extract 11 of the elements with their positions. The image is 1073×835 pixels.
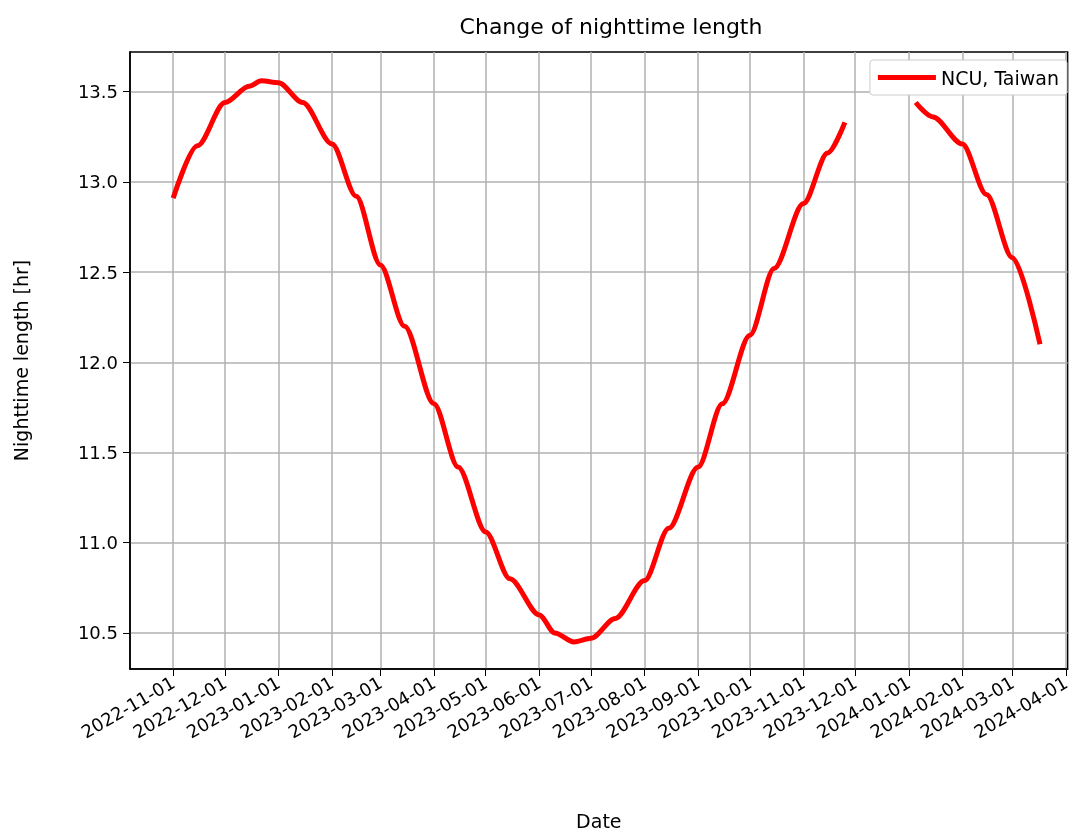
y-tick-label: 12.5 xyxy=(77,261,118,283)
y-axis-title: Nighttime length [hr] xyxy=(9,259,32,462)
y-tick-label: 12.0 xyxy=(77,351,118,373)
y-tick-label: 13.0 xyxy=(77,171,118,193)
y-tick-label: 11.5 xyxy=(77,442,118,464)
y-tick-label: 13.5 xyxy=(77,81,118,103)
y-tick-label: 11.0 xyxy=(77,532,118,554)
chart-title: Change of nighttime length xyxy=(459,13,763,39)
legend-label: NCU, Taiwan xyxy=(940,66,1060,89)
x-axis-title: Date xyxy=(576,809,622,832)
y-tick-label: 10.5 xyxy=(77,622,118,644)
